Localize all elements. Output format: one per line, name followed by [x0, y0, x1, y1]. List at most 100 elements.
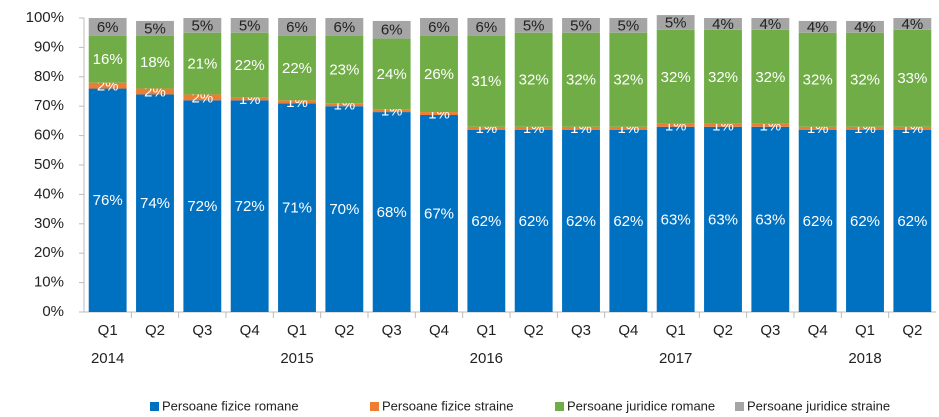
- bar-segment: [704, 29, 742, 124]
- bar-segment: [420, 18, 458, 36]
- data-label: 5%: [665, 14, 687, 31]
- bar-segment: [230, 97, 269, 101]
- bar-segment: [420, 115, 458, 313]
- bar-segment: [183, 94, 222, 101]
- data-label: 21%: [187, 56, 217, 73]
- legend-swatch: [735, 402, 744, 411]
- x-tick-label: Q1: [476, 322, 496, 339]
- bar-segment: [278, 103, 316, 312]
- data-label: 5%: [617, 17, 639, 34]
- legend-swatch: [555, 402, 564, 411]
- y-tick-label: 90%: [34, 38, 64, 55]
- data-label: 32%: [850, 72, 880, 89]
- x-group-label: 2016: [470, 350, 503, 367]
- bar-segment: [846, 126, 884, 130]
- x-tick-label: Q2: [524, 322, 544, 339]
- data-label: 62%: [471, 213, 501, 230]
- data-label: 71%: [282, 200, 312, 217]
- bar-segment: [88, 18, 127, 36]
- bar-segment: [230, 18, 269, 33]
- bar-segment: [467, 18, 506, 36]
- y-tick-label: 50%: [34, 156, 64, 173]
- bar-segment: [372, 20, 411, 39]
- bar-segment: [656, 15, 695, 30]
- bar-segment: [562, 126, 600, 130]
- data-label: 74%: [140, 195, 170, 212]
- data-label: 62%: [519, 213, 549, 230]
- data-label: 22%: [282, 60, 312, 77]
- bar-segment: [751, 29, 790, 124]
- bar-segment: [467, 35, 506, 127]
- data-label: 63%: [755, 211, 785, 228]
- data-label: 5%: [570, 17, 592, 34]
- x-tick-label: Q2: [334, 322, 354, 339]
- bar-segment: [798, 126, 837, 130]
- data-label: 62%: [613, 213, 643, 230]
- bar-segment: [562, 32, 600, 127]
- data-label: 6%: [97, 19, 119, 36]
- data-label: 32%: [519, 72, 549, 89]
- bar-segment: [798, 20, 837, 33]
- data-label: 24%: [377, 66, 407, 83]
- bar-segment: [751, 126, 790, 312]
- bar-segment: [656, 29, 695, 124]
- data-label: 5%: [523, 17, 545, 34]
- bar-segment: [751, 18, 790, 30]
- y-tick-label: 100%: [26, 9, 64, 26]
- data-label: 6%: [333, 19, 355, 36]
- y-tick-label: 60%: [34, 127, 64, 144]
- data-label: 72%: [235, 198, 265, 215]
- bar-segment: [893, 29, 932, 127]
- data-label: 63%: [661, 211, 691, 228]
- y-tick-label: 40%: [34, 185, 64, 202]
- bar-segment: [278, 100, 316, 104]
- bar-segment: [88, 82, 127, 89]
- bar-segment: [798, 129, 837, 312]
- data-label: 32%: [613, 72, 643, 89]
- bar-segment: [183, 18, 222, 33]
- data-label: 68%: [377, 204, 407, 221]
- data-label: 16%: [93, 51, 123, 68]
- data-label: 72%: [187, 198, 217, 215]
- bar-segment: [467, 129, 506, 312]
- bar-segment: [467, 126, 506, 130]
- data-label: 32%: [708, 69, 738, 86]
- data-label: 6%: [428, 19, 450, 36]
- bar-segment: [514, 32, 553, 127]
- x-tick-label: Q4: [240, 322, 260, 339]
- bar-segment: [88, 88, 127, 312]
- bar-segment: [609, 32, 648, 127]
- x-group-label: 2014: [91, 350, 124, 367]
- bar-segment: [514, 126, 553, 130]
- data-label: 18%: [140, 54, 170, 71]
- y-tick-label: 80%: [34, 68, 64, 85]
- legend-swatch: [370, 402, 379, 411]
- x-tick-label: Q2: [902, 322, 922, 339]
- bar-segment: [420, 112, 458, 116]
- bar-segment: [230, 32, 269, 98]
- bar-segment: [88, 35, 127, 83]
- bar-segment: [893, 18, 932, 30]
- data-label: 4%: [807, 19, 829, 36]
- bar-segment: [893, 126, 932, 130]
- bar-segment: [893, 129, 932, 312]
- bar-segment: [514, 18, 553, 33]
- bar-segment: [278, 18, 316, 36]
- data-label: 6%: [381, 22, 403, 39]
- bar-segment: [656, 123, 695, 127]
- x-group-label: 2017: [659, 350, 692, 367]
- data-label: 70%: [329, 201, 359, 218]
- bar-segment: [420, 35, 458, 113]
- data-label: 4%: [854, 19, 876, 36]
- data-label: 22%: [235, 57, 265, 74]
- y-tick-label: 10%: [34, 274, 64, 291]
- bar-segment: [704, 126, 742, 312]
- bar-segment: [751, 123, 790, 127]
- bar-segment: [704, 123, 742, 127]
- bar-segment: [846, 20, 884, 33]
- bar-segment: [325, 106, 364, 312]
- x-tick-label: Q3: [760, 322, 780, 339]
- legend-label: Persoane juridice romane: [567, 398, 715, 413]
- bar-segment: [183, 100, 222, 312]
- data-label: 62%: [803, 213, 833, 230]
